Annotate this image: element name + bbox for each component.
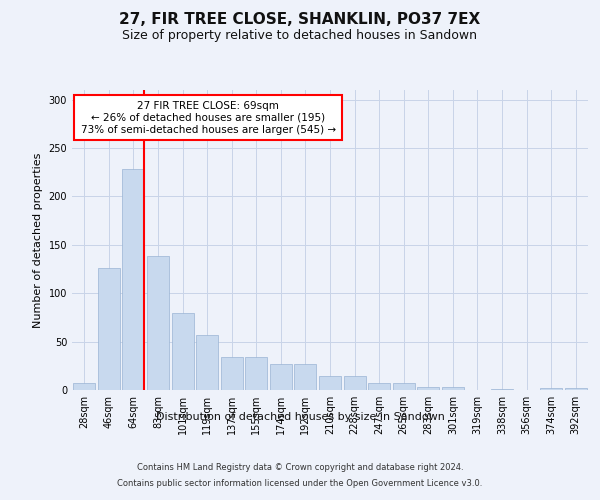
- Y-axis label: Number of detached properties: Number of detached properties: [33, 152, 43, 328]
- Text: Distribution of detached houses by size in Sandown: Distribution of detached houses by size …: [155, 412, 445, 422]
- Text: ← 26% of detached houses are smaller (195): ← 26% of detached houses are smaller (19…: [91, 112, 325, 122]
- Text: 73% of semi-detached houses are larger (545) →: 73% of semi-detached houses are larger (…: [81, 125, 336, 135]
- Bar: [98, 268, 120, 390]
- Bar: [122, 170, 145, 390]
- Bar: [491, 389, 513, 390]
- Bar: [417, 387, 439, 390]
- Bar: [245, 357, 268, 390]
- Bar: [196, 335, 218, 390]
- Bar: [295, 364, 316, 390]
- Text: 27, FIR TREE CLOSE, SHANKLIN, PO37 7EX: 27, FIR TREE CLOSE, SHANKLIN, PO37 7EX: [119, 12, 481, 28]
- Bar: [172, 312, 194, 390]
- Bar: [442, 387, 464, 390]
- Bar: [270, 364, 292, 390]
- Bar: [540, 388, 562, 390]
- Bar: [319, 376, 341, 390]
- Bar: [147, 256, 169, 390]
- Text: Contains public sector information licensed under the Open Government Licence v3: Contains public sector information licen…: [118, 478, 482, 488]
- Bar: [73, 383, 95, 390]
- Text: 27 FIR TREE CLOSE: 69sqm: 27 FIR TREE CLOSE: 69sqm: [137, 100, 280, 110]
- Bar: [74, 95, 342, 140]
- Bar: [221, 357, 243, 390]
- Bar: [392, 383, 415, 390]
- Text: Size of property relative to detached houses in Sandown: Size of property relative to detached ho…: [122, 29, 478, 42]
- Text: Contains HM Land Registry data © Crown copyright and database right 2024.: Contains HM Land Registry data © Crown c…: [137, 464, 463, 472]
- Bar: [344, 376, 365, 390]
- Bar: [368, 383, 390, 390]
- Bar: [565, 388, 587, 390]
